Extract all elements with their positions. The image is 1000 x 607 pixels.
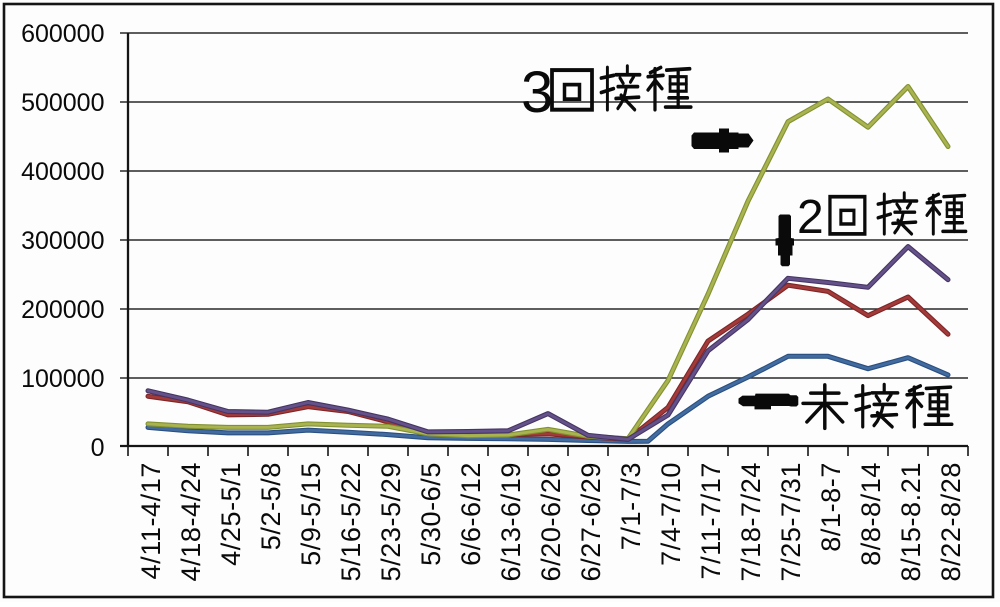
svg-text:5/16-5/22: 5/16-5/22 [336,462,366,582]
svg-text:3: 3 [521,60,553,125]
svg-text:0: 0 [91,434,105,462]
svg-text:2: 2 [797,191,824,244]
svg-text:8/1-8-7: 8/1-8-7 [816,462,846,552]
svg-text:400000: 400000 [21,158,104,186]
svg-text:8/15-8.21: 8/15-8.21 [896,462,926,582]
svg-text:4/18-4/24: 4/18-4/24 [176,462,206,582]
svg-text:600000: 600000 [21,20,104,48]
svg-text:8/22-8/28: 8/22-8/28 [936,462,966,582]
svg-text:7/25-7/31: 7/25-7/31 [776,462,806,582]
svg-text:5/30-6/5: 5/30-6/5 [416,462,446,566]
svg-text:7/11-7/17: 7/11-7/17 [696,462,726,580]
svg-text:7/1-7/3: 7/1-7/3 [616,462,646,550]
svg-text:6/27-6/29: 6/27-6/29 [576,462,606,582]
svg-text:7/4-7/10: 7/4-7/10 [656,462,686,566]
svg-text:6/13-6/19: 6/13-6/19 [496,462,526,582]
svg-text:5/23-5/29: 5/23-5/29 [376,462,406,582]
svg-text:5/9-5/15: 5/9-5/15 [296,462,326,566]
svg-text:6/20-6/26: 6/20-6/26 [536,462,566,582]
svg-text:4/11-4/17: 4/11-4/17 [136,462,166,580]
svg-text:100000: 100000 [21,365,104,393]
svg-text:4/25-5/1: 4/25-5/1 [216,462,246,566]
svg-text:5/2-5/8: 5/2-5/8 [256,462,286,550]
svg-text:500000: 500000 [21,89,104,117]
svg-text:7/18-7/24: 7/18-7/24 [736,462,766,582]
svg-text:300000: 300000 [21,227,104,255]
svg-text:6/6-6/12: 6/6-6/12 [456,462,486,566]
svg-text:8/8-8/14: 8/8-8/14 [856,462,886,566]
svg-text:200000: 200000 [21,296,104,324]
